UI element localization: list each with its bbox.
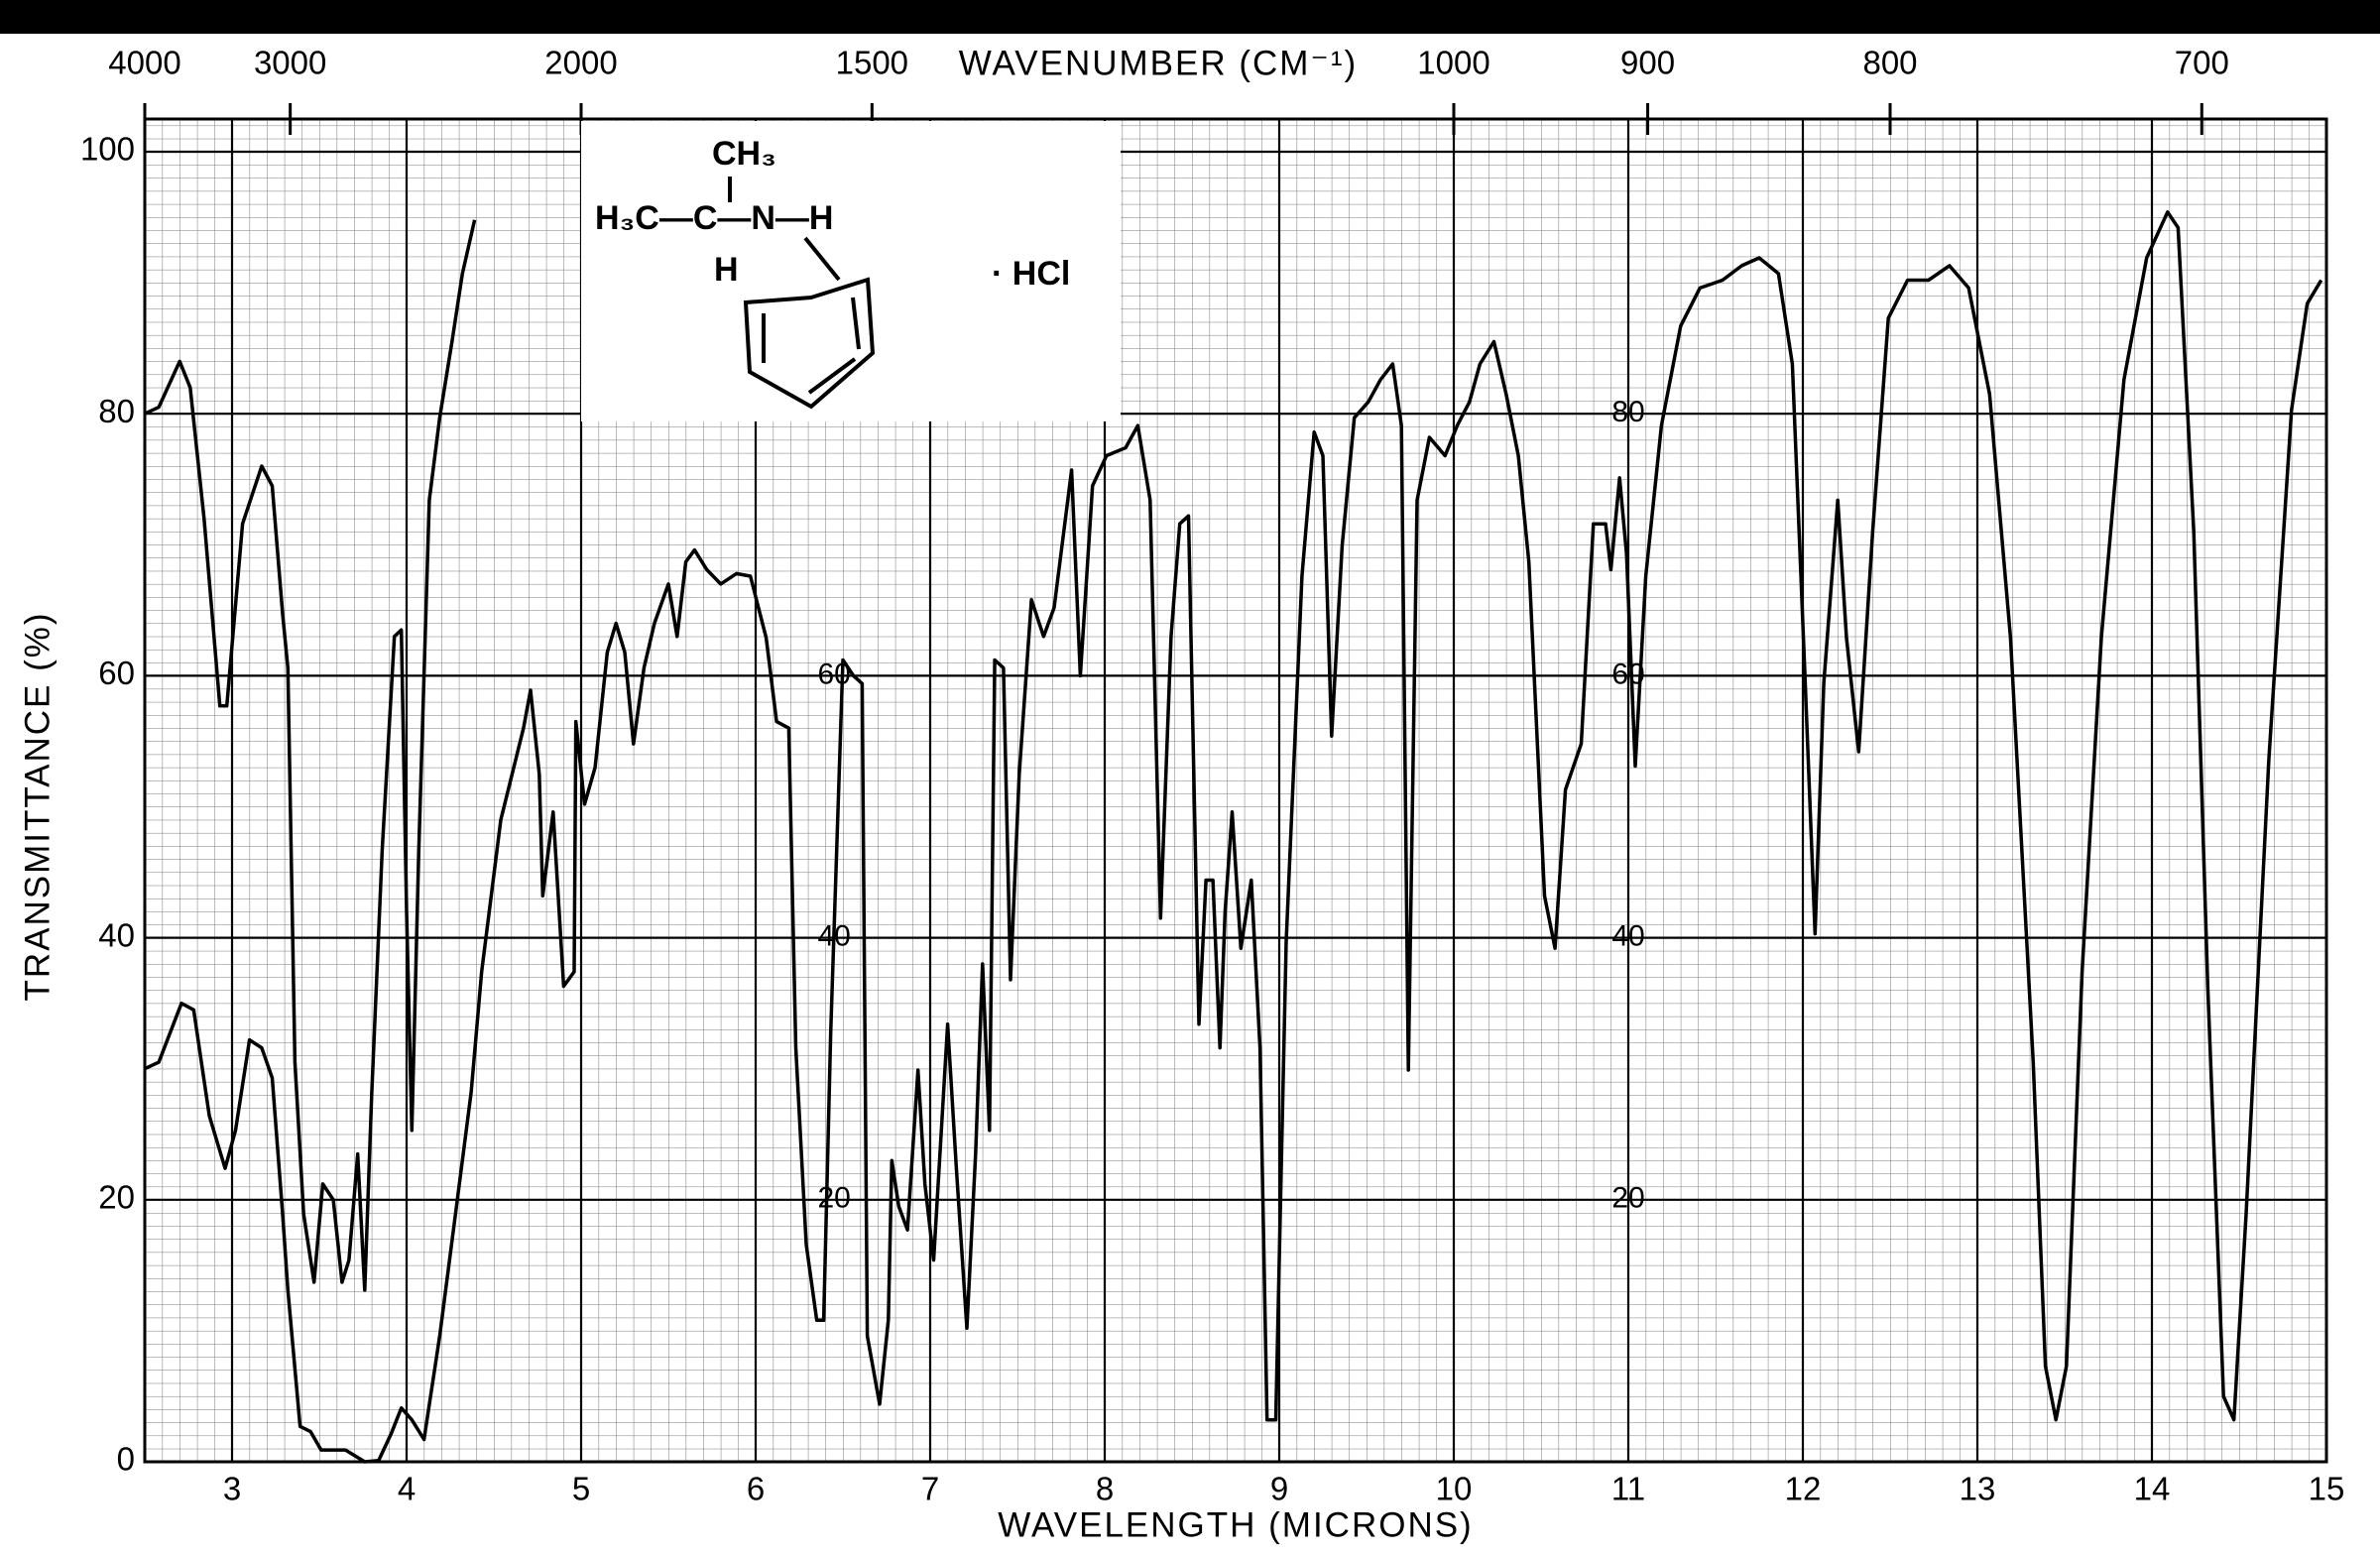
x-tick-label: 9 bbox=[1270, 1471, 1288, 1507]
structure-ch3: CH₃ bbox=[712, 135, 776, 173]
x2-tick-label: 2000 bbox=[544, 45, 617, 81]
y-axis-title: TRANSMITTANCE (%) bbox=[18, 611, 57, 1001]
bond bbox=[803, 236, 841, 282]
annotation: 60 bbox=[818, 658, 851, 690]
structure-salt: · HCl bbox=[992, 255, 1070, 293]
x-tick-label: 15 bbox=[2309, 1471, 2345, 1507]
x2-tick-label: 3000 bbox=[254, 45, 326, 81]
x-tick-label: 11 bbox=[1611, 1471, 1645, 1507]
x-axis-title: WAVELENGTH (MICRONS) bbox=[998, 1505, 1473, 1544]
annotation: 60 bbox=[1611, 658, 1644, 690]
x2-axis-title: WAVENUMBER (CM⁻¹) bbox=[959, 44, 1358, 82]
y-tick-label: 60 bbox=[98, 655, 135, 691]
annotation: 40 bbox=[1611, 920, 1644, 953]
top-band bbox=[0, 0, 2380, 34]
x2-tick-label: 900 bbox=[1620, 45, 1675, 81]
x-tick-label: 7 bbox=[921, 1471, 939, 1507]
y-tick-label: 40 bbox=[98, 916, 135, 953]
structure-h: H bbox=[714, 251, 739, 289]
lines bbox=[144, 210, 2323, 1464]
annotation: 20 bbox=[1611, 1182, 1644, 1215]
x-tick-label: 4 bbox=[398, 1471, 416, 1507]
x-tick-label: 13 bbox=[1960, 1471, 1996, 1507]
x2-tick-label: 4000 bbox=[108, 45, 180, 81]
bond bbox=[851, 297, 861, 350]
x-tick-label: 10 bbox=[1436, 1471, 1473, 1507]
structure-main: H₃C—C—N—H bbox=[595, 199, 834, 237]
annotation: 40 bbox=[818, 920, 851, 953]
minor-grid bbox=[145, 119, 2326, 1462]
x-tick-label: 5 bbox=[572, 1471, 590, 1507]
y-tick-label: 100 bbox=[80, 131, 135, 168]
y-tick-label: 20 bbox=[98, 1179, 135, 1216]
x-tick-label: 6 bbox=[747, 1471, 765, 1507]
x2-tick-label: 1000 bbox=[1417, 45, 1489, 81]
annotation: 20 bbox=[818, 1182, 851, 1215]
annotation: 80 bbox=[1611, 396, 1644, 428]
y-tick-label: 80 bbox=[98, 393, 135, 429]
x-tick-label: 3 bbox=[223, 1471, 241, 1507]
spectrum-line bbox=[144, 219, 477, 1292]
x2-tick-label: 700 bbox=[2175, 45, 2229, 81]
structure-inset: CH₃ H₃C—C—N—H H · HCl bbox=[581, 121, 1121, 421]
labels: 0 20 40 60 80 100 3 4 5 6 7 8 9 10 11 12 13 14 15 4000 3000 2… bbox=[80, 45, 2344, 1507]
spectrum-line bbox=[144, 210, 2323, 1464]
benzene-ring bbox=[743, 277, 876, 410]
x-tick-label: 8 bbox=[1096, 1471, 1114, 1507]
x2-tick-label: 800 bbox=[1862, 45, 1917, 81]
x2-tick-label: 1500 bbox=[836, 45, 908, 81]
y-tick-label: 0 bbox=[117, 1441, 135, 1478]
x-tick-label: 14 bbox=[2134, 1471, 2171, 1507]
x-tick-label: 12 bbox=[1785, 1471, 1822, 1507]
bond bbox=[807, 357, 857, 395]
plot-frame bbox=[143, 117, 2328, 1464]
